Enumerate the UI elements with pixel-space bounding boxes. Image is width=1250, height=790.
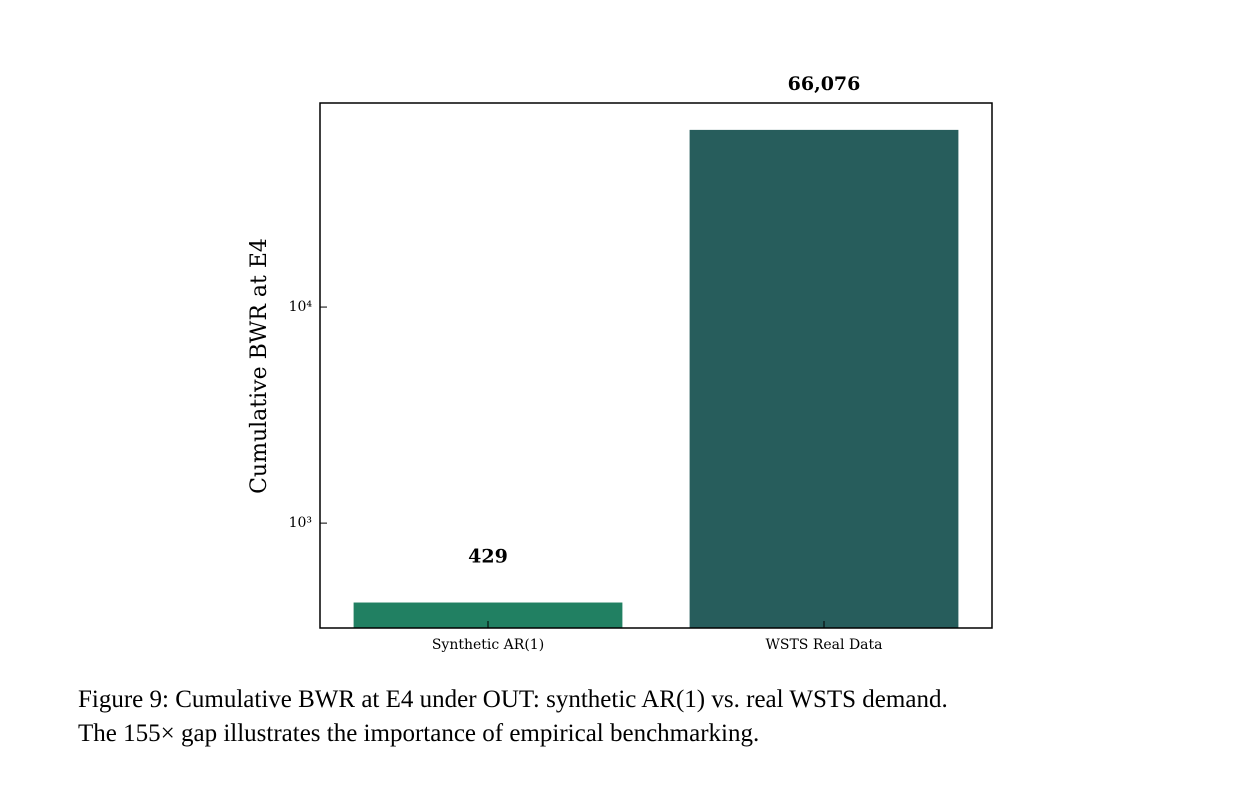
y-tick-label: 10³ <box>289 515 312 531</box>
chart: Cumulative BWR at E4 429 Synthetic AR(1) 6… <box>247 73 993 653</box>
value-label: 429 <box>468 546 508 568</box>
x-tick-label: Synthetic AR(1) <box>432 637 544 653</box>
bar <box>689 129 959 628</box>
x-tick-label: WSTS Real Data <box>765 637 882 653</box>
caption: Figure 9: Cumulative BWR at E4 under OUT… <box>78 683 948 751</box>
y-axis-label: Cumulative BWR at E4 <box>247 238 272 494</box>
caption-line: Figure 9: Cumulative BWR at E4 under OUT… <box>78 686 948 713</box>
caption-line: The 155× gap illustrates the importance … <box>78 720 760 747</box>
plot-frame <box>319 102 993 629</box>
value-label: 66,076 <box>788 73 861 95</box>
y-tick-label: 10⁴ <box>289 299 313 315</box>
